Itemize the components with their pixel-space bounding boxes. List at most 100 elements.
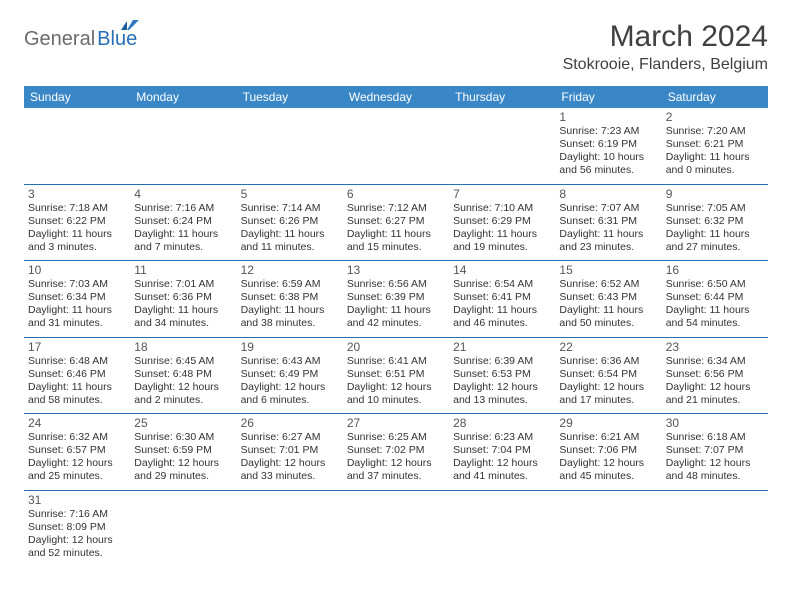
day-header: Saturday	[662, 86, 768, 108]
calendar-cell: 20Sunrise: 6:41 AMSunset: 6:51 PMDayligh…	[343, 337, 449, 414]
sunset-line: Sunset: 6:39 PM	[347, 291, 445, 304]
daylight-line: Daylight: 12 hours and 13 minutes.	[453, 381, 551, 407]
sunrise-line: Sunrise: 6:56 AM	[347, 278, 445, 291]
sunset-line: Sunset: 7:07 PM	[666, 444, 764, 457]
sunset-line: Sunset: 6:32 PM	[666, 215, 764, 228]
sunrise-line: Sunrise: 7:10 AM	[453, 202, 551, 215]
sunrise-line: Sunrise: 7:23 AM	[559, 125, 657, 138]
daylight-line: Daylight: 11 hours and 23 minutes.	[559, 228, 657, 254]
sunset-line: Sunset: 6:59 PM	[134, 444, 232, 457]
daylight-line: Daylight: 12 hours and 25 minutes.	[28, 457, 126, 483]
title-block: March 2024 Stokrooie, Flanders, Belgium	[563, 20, 768, 74]
calendar-row: 10Sunrise: 7:03 AMSunset: 6:34 PMDayligh…	[24, 261, 768, 338]
calendar-row: 31Sunrise: 7:16 AMSunset: 8:09 PMDayligh…	[24, 490, 768, 566]
daylight-line: Daylight: 12 hours and 48 minutes.	[666, 457, 764, 483]
sunrise-line: Sunrise: 7:07 AM	[559, 202, 657, 215]
sunrise-line: Sunrise: 6:27 AM	[241, 431, 339, 444]
calendar-cell	[237, 108, 343, 184]
calendar-cell	[555, 490, 661, 566]
calendar-cell: 27Sunrise: 6:25 AMSunset: 7:02 PMDayligh…	[343, 414, 449, 491]
day-number: 24	[28, 416, 126, 430]
daylight-line: Daylight: 12 hours and 29 minutes.	[134, 457, 232, 483]
sunrise-line: Sunrise: 6:41 AM	[347, 355, 445, 368]
calendar-cell: 3Sunrise: 7:18 AMSunset: 6:22 PMDaylight…	[24, 184, 130, 261]
calendar-cell	[130, 490, 236, 566]
day-header: Thursday	[449, 86, 555, 108]
calendar-cell: 21Sunrise: 6:39 AMSunset: 6:53 PMDayligh…	[449, 337, 555, 414]
calendar-table: SundayMondayTuesdayWednesdayThursdayFrid…	[24, 86, 768, 566]
sunrise-line: Sunrise: 7:12 AM	[347, 202, 445, 215]
sunset-line: Sunset: 6:19 PM	[559, 138, 657, 151]
calendar-row: 3Sunrise: 7:18 AMSunset: 6:22 PMDaylight…	[24, 184, 768, 261]
calendar-cell: 22Sunrise: 6:36 AMSunset: 6:54 PMDayligh…	[555, 337, 661, 414]
calendar-cell: 1Sunrise: 7:23 AMSunset: 6:19 PMDaylight…	[555, 108, 661, 184]
calendar-cell: 9Sunrise: 7:05 AMSunset: 6:32 PMDaylight…	[662, 184, 768, 261]
calendar-cell: 11Sunrise: 7:01 AMSunset: 6:36 PMDayligh…	[130, 261, 236, 338]
daylight-line: Daylight: 10 hours and 56 minutes.	[559, 151, 657, 177]
calendar-cell: 17Sunrise: 6:48 AMSunset: 6:46 PMDayligh…	[24, 337, 130, 414]
sunrise-line: Sunrise: 6:54 AM	[453, 278, 551, 291]
sunset-line: Sunset: 6:49 PM	[241, 368, 339, 381]
sunrise-line: Sunrise: 6:52 AM	[559, 278, 657, 291]
day-number: 3	[28, 187, 126, 201]
day-header: Sunday	[24, 86, 130, 108]
sunset-line: Sunset: 6:22 PM	[28, 215, 126, 228]
logo-text-blue: Blue	[97, 28, 137, 51]
daylight-line: Daylight: 11 hours and 50 minutes.	[559, 304, 657, 330]
calendar-cell: 30Sunrise: 6:18 AMSunset: 7:07 PMDayligh…	[662, 414, 768, 491]
daylight-line: Daylight: 11 hours and 3 minutes.	[28, 228, 126, 254]
day-number: 20	[347, 340, 445, 354]
calendar-cell: 4Sunrise: 7:16 AMSunset: 6:24 PMDaylight…	[130, 184, 236, 261]
sunrise-line: Sunrise: 7:05 AM	[666, 202, 764, 215]
calendar-cell: 25Sunrise: 6:30 AMSunset: 6:59 PMDayligh…	[130, 414, 236, 491]
sunset-line: Sunset: 7:06 PM	[559, 444, 657, 457]
calendar-cell: 14Sunrise: 6:54 AMSunset: 6:41 PMDayligh…	[449, 261, 555, 338]
calendar-row: 24Sunrise: 6:32 AMSunset: 6:57 PMDayligh…	[24, 414, 768, 491]
sunrise-line: Sunrise: 6:23 AM	[453, 431, 551, 444]
sunrise-line: Sunrise: 6:18 AM	[666, 431, 764, 444]
daylight-line: Daylight: 12 hours and 6 minutes.	[241, 381, 339, 407]
calendar-cell	[449, 108, 555, 184]
day-number: 13	[347, 263, 445, 277]
calendar-row: 1Sunrise: 7:23 AMSunset: 6:19 PMDaylight…	[24, 108, 768, 184]
sunset-line: Sunset: 6:36 PM	[134, 291, 232, 304]
daylight-line: Daylight: 11 hours and 19 minutes.	[453, 228, 551, 254]
calendar-cell	[343, 108, 449, 184]
sunset-line: Sunset: 6:21 PM	[666, 138, 764, 151]
day-number: 30	[666, 416, 764, 430]
day-number: 27	[347, 416, 445, 430]
sunset-line: Sunset: 6:24 PM	[134, 215, 232, 228]
calendar-cell	[237, 490, 343, 566]
daylight-line: Daylight: 11 hours and 11 minutes.	[241, 228, 339, 254]
daylight-line: Daylight: 11 hours and 7 minutes.	[134, 228, 232, 254]
daylight-line: Daylight: 12 hours and 45 minutes.	[559, 457, 657, 483]
sunset-line: Sunset: 6:46 PM	[28, 368, 126, 381]
calendar-cell: 12Sunrise: 6:59 AMSunset: 6:38 PMDayligh…	[237, 261, 343, 338]
day-number: 26	[241, 416, 339, 430]
day-number: 12	[241, 263, 339, 277]
sunrise-line: Sunrise: 6:36 AM	[559, 355, 657, 368]
day-number: 25	[134, 416, 232, 430]
day-number: 28	[453, 416, 551, 430]
sunrise-line: Sunrise: 7:01 AM	[134, 278, 232, 291]
daylight-line: Daylight: 11 hours and 42 minutes.	[347, 304, 445, 330]
day-number: 21	[453, 340, 551, 354]
daylight-line: Daylight: 12 hours and 17 minutes.	[559, 381, 657, 407]
calendar-cell: 6Sunrise: 7:12 AMSunset: 6:27 PMDaylight…	[343, 184, 449, 261]
daylight-line: Daylight: 11 hours and 38 minutes.	[241, 304, 339, 330]
sunrise-line: Sunrise: 6:32 AM	[28, 431, 126, 444]
sunset-line: Sunset: 7:04 PM	[453, 444, 551, 457]
day-number: 8	[559, 187, 657, 201]
day-number: 10	[28, 263, 126, 277]
calendar-cell: 23Sunrise: 6:34 AMSunset: 6:56 PMDayligh…	[662, 337, 768, 414]
sunrise-line: Sunrise: 7:16 AM	[28, 508, 126, 521]
calendar-cell: 29Sunrise: 6:21 AMSunset: 7:06 PMDayligh…	[555, 414, 661, 491]
sunset-line: Sunset: 7:02 PM	[347, 444, 445, 457]
day-number: 15	[559, 263, 657, 277]
daylight-line: Daylight: 12 hours and 37 minutes.	[347, 457, 445, 483]
calendar-cell: 26Sunrise: 6:27 AMSunset: 7:01 PMDayligh…	[237, 414, 343, 491]
sunrise-line: Sunrise: 6:30 AM	[134, 431, 232, 444]
sunset-line: Sunset: 6:56 PM	[666, 368, 764, 381]
calendar-cell	[449, 490, 555, 566]
sunset-line: Sunset: 6:38 PM	[241, 291, 339, 304]
